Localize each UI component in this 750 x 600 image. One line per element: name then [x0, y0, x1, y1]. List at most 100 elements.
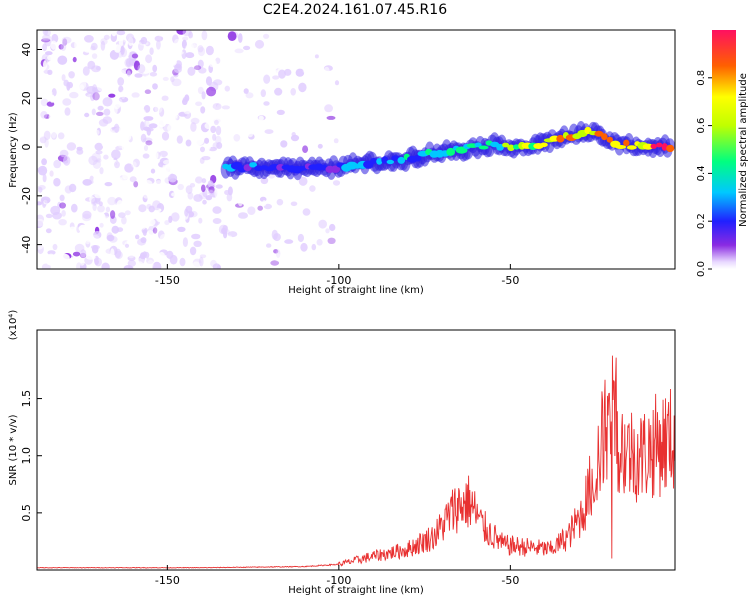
noise-speckle — [231, 144, 242, 155]
noise-speckle — [185, 75, 193, 83]
noise-speckle — [224, 85, 230, 92]
noise-speckle — [201, 156, 211, 161]
noise-speckle — [134, 73, 143, 78]
noise-speckle — [161, 131, 170, 141]
noise-speckle — [60, 224, 69, 233]
noise-speckle — [212, 218, 222, 224]
noise-speckle — [205, 195, 213, 201]
noise-speckle — [137, 257, 145, 267]
noise-speckle — [240, 68, 249, 74]
noise-speckle — [185, 44, 195, 52]
noise-speckle — [146, 218, 156, 227]
noise-speckle — [46, 169, 56, 179]
noise-speckle — [94, 142, 104, 151]
noise-speckle — [146, 127, 151, 136]
noise-speckle — [60, 43, 67, 51]
noise-speckle — [135, 80, 145, 88]
noise-speckle — [152, 64, 158, 73]
noise-speckle — [267, 250, 274, 255]
noise-speckle — [167, 146, 177, 154]
noise-speckle — [334, 80, 340, 86]
noise-speckle — [152, 200, 161, 211]
noise-speckle — [131, 53, 139, 59]
noise-speckle — [111, 225, 120, 234]
noise-speckle — [238, 212, 248, 219]
noise-speckle — [127, 36, 135, 44]
noise-speckle — [245, 92, 254, 99]
noise-speckle — [181, 250, 191, 258]
noise-speckle — [113, 123, 120, 133]
noise-speckle — [301, 139, 312, 145]
noise-speckle — [127, 255, 136, 262]
noise-speckle — [76, 67, 81, 75]
noise-speckle — [135, 234, 140, 240]
noise-speckle — [171, 212, 180, 222]
ridge-core — [623, 139, 630, 147]
noise-speckle — [195, 176, 203, 184]
noise-speckle — [201, 184, 206, 193]
spectrogram-x-axis-label: Height of straight line (km) — [288, 285, 424, 296]
noise-speckle — [177, 183, 184, 191]
noise-speckle — [51, 128, 57, 139]
noise-speckle — [84, 112, 90, 118]
noise-speckle — [276, 109, 285, 115]
noise-speckle — [154, 140, 162, 150]
noise-speckle — [264, 129, 274, 135]
noise-speckle — [127, 36, 134, 47]
noise-speckle — [295, 68, 305, 77]
colorbar: 0.0 0.2 0.4 0.6 0.8 Normalized spectral ampl… — [696, 30, 749, 277]
noise-speckle — [189, 183, 196, 188]
noise-speckle — [314, 54, 319, 59]
noise-speckle — [214, 188, 220, 198]
noise-speckle — [183, 107, 191, 115]
noise-speckle — [323, 66, 330, 75]
noise-speckle — [214, 119, 219, 125]
noise-speckle — [143, 258, 149, 268]
noise-speckle — [263, 101, 270, 106]
noise-speckle — [182, 237, 188, 248]
noise-speckle — [149, 244, 160, 252]
noise-speckle — [95, 66, 101, 71]
noise-speckle — [234, 48, 244, 54]
noise-speckle — [171, 78, 182, 87]
noise-speckle — [302, 208, 311, 216]
noise-speckle — [118, 96, 129, 103]
noise-speckle — [200, 248, 208, 255]
ridge-core — [650, 143, 657, 149]
noise-speckle — [49, 94, 55, 103]
noise-speckle — [257, 205, 264, 211]
noise-speckle — [50, 40, 57, 50]
noise-speckle — [37, 240, 44, 250]
noise-speckle — [247, 206, 256, 215]
noise-speckle — [138, 204, 147, 213]
noise-speckle — [162, 76, 169, 81]
noise-speckle — [157, 118, 167, 128]
noise-speckle — [205, 76, 213, 86]
noise-speckle — [189, 200, 196, 208]
noise-speckle — [216, 142, 223, 149]
snr-x-tick-label: -50 — [501, 574, 519, 587]
noise-speckle — [116, 200, 124, 210]
noise-speckle — [311, 243, 317, 251]
noise-speckle — [120, 89, 126, 100]
noise-speckle — [147, 239, 153, 246]
noise-speckle — [197, 86, 204, 95]
noise-speckle — [137, 64, 146, 74]
noise-speckle — [121, 142, 132, 152]
noise-speckle — [194, 228, 203, 233]
noise-speckle — [58, 30, 66, 34]
noise-speckle — [68, 173, 77, 181]
colorbar-tick-label: 0.4 — [696, 165, 707, 181]
noise-speckle — [243, 45, 251, 51]
noise-speckle — [98, 201, 103, 207]
noise-speckle — [60, 166, 69, 171]
noise-speckle — [67, 81, 73, 89]
noise-speckle — [290, 201, 298, 207]
noise-speckle — [94, 129, 100, 135]
noise-speckle — [148, 123, 158, 129]
noise-speckle — [333, 138, 339, 144]
noise-speckle — [235, 85, 245, 91]
noise-speckle — [91, 245, 99, 254]
noise-speckle — [274, 124, 281, 133]
noise-speckle — [265, 41, 274, 52]
